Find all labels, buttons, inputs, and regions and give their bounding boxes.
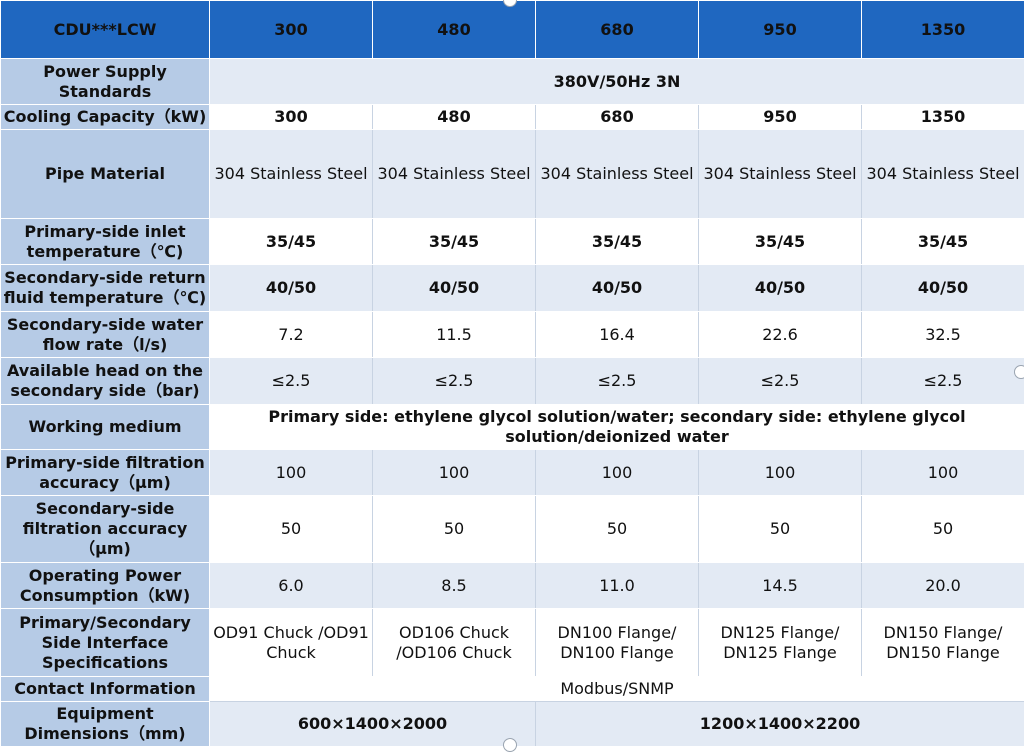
cell-value: Primary side: ethylene glycol solution/w… xyxy=(210,405,1024,450)
cell-value: 40/50 xyxy=(536,265,699,312)
row-label: Equipment Dimensions（mm) xyxy=(1,702,210,747)
cell-value: 14.5 xyxy=(699,563,862,609)
cell-value: 11.0 xyxy=(536,563,699,609)
cell-value: 40/50 xyxy=(862,265,1024,312)
column-header: 1350 xyxy=(862,1,1024,59)
cell-value: 35/45 xyxy=(536,219,699,265)
cell-value: DN150 Flange/ DN150 Flange xyxy=(862,609,1024,677)
cell-value: 35/45 xyxy=(210,219,373,265)
row-label: Primary/Secondary Side Interface Specifi… xyxy=(1,609,210,677)
row-label: Power Supply Standards xyxy=(1,59,210,105)
cell-value: 100 xyxy=(699,450,862,496)
row-label: Working medium xyxy=(1,405,210,450)
row-available-head: Available head on the secondary side（bar… xyxy=(1,358,1024,405)
cell-value: ≤2.5 xyxy=(862,358,1024,405)
cell-value: ≤2.5 xyxy=(536,358,699,405)
row-pipe-material: Pipe Material 304 Stainless Steel 304 St… xyxy=(1,130,1024,219)
row-label: Primary-side filtration accuracy（μm) xyxy=(1,450,210,496)
row-label: Pipe Material xyxy=(1,130,210,219)
cell-value: 680 xyxy=(536,105,699,130)
row-contact-information: Contact Information Modbus/SNMP xyxy=(1,677,1024,702)
cell-value: 22.6 xyxy=(699,312,862,358)
row-label: Secondary-side filtration accuracy（μm) xyxy=(1,496,210,563)
cell-value: 40/50 xyxy=(373,265,536,312)
row-power-consumption: Operating Power Consumption（kW) 6.0 8.5 … xyxy=(1,563,1024,609)
cell-value: ≤2.5 xyxy=(373,358,536,405)
cell-value: 600×1400×2000 xyxy=(210,702,536,747)
row-secondary-return: Secondary-side return fluid temperature（… xyxy=(1,265,1024,312)
cell-value: 6.0 xyxy=(210,563,373,609)
row-secondary-filtration: Secondary-side filtration accuracy（μm) 5… xyxy=(1,496,1024,563)
cell-value: 50 xyxy=(862,496,1024,563)
row-label: Available head on the secondary side（bar… xyxy=(1,358,210,405)
cell-value: 100 xyxy=(536,450,699,496)
cell-value: DN100 Flange/ DN100 Flange xyxy=(536,609,699,677)
column-header: 680 xyxy=(536,1,699,59)
row-label: Primary-side inlet temperature（℃) xyxy=(1,219,210,265)
cell-value: 16.4 xyxy=(536,312,699,358)
row-interface-specs: Primary/Secondary Side Interface Specifi… xyxy=(1,609,1024,677)
cell-value: 100 xyxy=(373,450,536,496)
cell-value: 35/45 xyxy=(862,219,1024,265)
cell-value: 304 Stainless Steel xyxy=(210,130,373,219)
model-header: CDU***LCW xyxy=(1,1,210,59)
row-primary-inlet: Primary-side inlet temperature（℃) 35/45 … xyxy=(1,219,1024,265)
cell-value: 35/45 xyxy=(373,219,536,265)
row-power-supply: Power Supply Standards 380V/50Hz 3N xyxy=(1,59,1024,105)
cell-value: OD106 Chuck /OD106 Chuck xyxy=(373,609,536,677)
cell-value: 304 Stainless Steel xyxy=(862,130,1024,219)
cell-value: 380V/50Hz 3N xyxy=(210,59,1024,105)
resize-handle-right[interactable] xyxy=(1014,365,1024,379)
header-row: CDU***LCW 300 480 680 950 1350 xyxy=(1,1,1024,59)
cell-value: 20.0 xyxy=(862,563,1024,609)
resize-handle-bottom[interactable] xyxy=(503,738,517,752)
cell-value: 300 xyxy=(210,105,373,130)
cell-value: 304 Stainless Steel xyxy=(536,130,699,219)
cell-value: DN125 Flange/ DN125 Flange xyxy=(699,609,862,677)
row-label: Operating Power Consumption（kW) xyxy=(1,563,210,609)
row-label: Secondary-side water flow rate（l/s) xyxy=(1,312,210,358)
column-header: 950 xyxy=(699,1,862,59)
cell-value: ≤2.5 xyxy=(699,358,862,405)
cell-value: 50 xyxy=(699,496,862,563)
cell-value: 304 Stainless Steel xyxy=(373,130,536,219)
cell-value: 40/50 xyxy=(210,265,373,312)
column-header: 300 xyxy=(210,1,373,59)
cell-value: 100 xyxy=(862,450,1024,496)
cell-value: Modbus/SNMP xyxy=(210,677,1024,702)
row-working-medium: Working medium Primary side: ethylene gl… xyxy=(1,405,1024,450)
row-cooling-capacity: Cooling Capacity（kW) 300 480 680 950 135… xyxy=(1,105,1024,130)
row-label: Cooling Capacity（kW) xyxy=(1,105,210,130)
cell-value: OD91 Chuck /OD91 Chuck xyxy=(210,609,373,677)
cell-value: 100 xyxy=(210,450,373,496)
cell-value: 1350 xyxy=(862,105,1024,130)
cell-value: 1200×1400×2200 xyxy=(536,702,1024,747)
row-primary-filtration: Primary-side filtration accuracy（μm) 100… xyxy=(1,450,1024,496)
cell-value: 480 xyxy=(373,105,536,130)
cell-value: 950 xyxy=(699,105,862,130)
cell-value: 50 xyxy=(373,496,536,563)
cell-value: 8.5 xyxy=(373,563,536,609)
cell-value: 11.5 xyxy=(373,312,536,358)
row-flow-rate: Secondary-side water flow rate（l/s) 7.2 … xyxy=(1,312,1024,358)
column-header: 480 xyxy=(373,1,536,59)
row-label: Secondary-side return fluid temperature（… xyxy=(1,265,210,312)
cell-value: 50 xyxy=(536,496,699,563)
cell-value: 50 xyxy=(210,496,373,563)
cell-value: 32.5 xyxy=(862,312,1024,358)
cell-value: ≤2.5 xyxy=(210,358,373,405)
row-label: Contact Information xyxy=(1,677,210,702)
cell-value: 7.2 xyxy=(210,312,373,358)
cell-value: 40/50 xyxy=(699,265,862,312)
cell-value: 35/45 xyxy=(699,219,862,265)
cell-value: 304 Stainless Steel xyxy=(699,130,862,219)
